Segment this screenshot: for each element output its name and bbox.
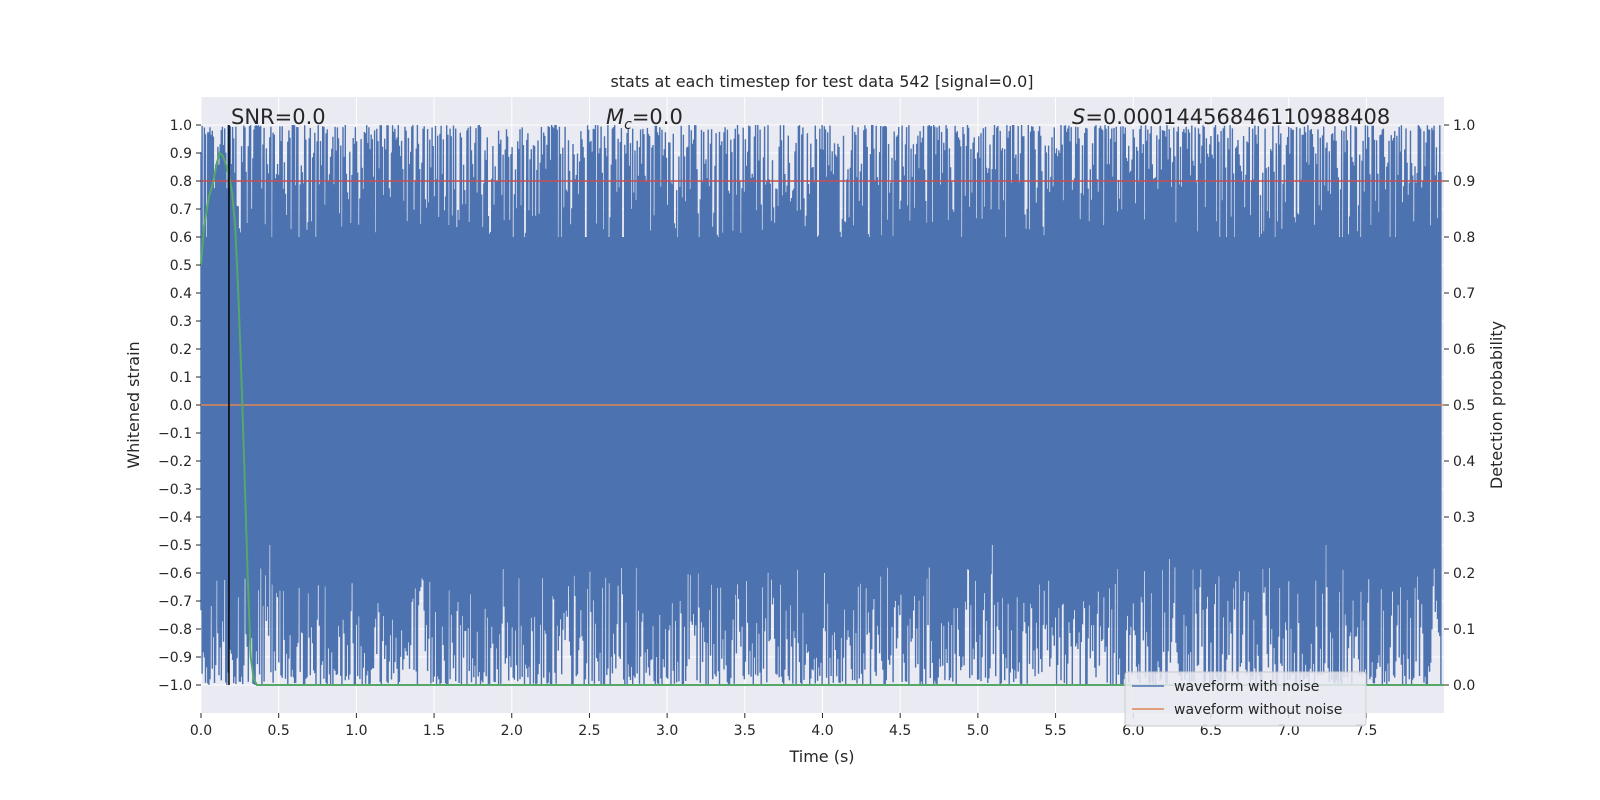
y-right-tick-label: 0.3 [1453, 510, 1475, 526]
data-layer [200, 124, 1444, 686]
y-tick-label: 1.0 [170, 118, 192, 134]
y-tick-label: 0.7 [170, 202, 192, 218]
y-tick-label: −1.0 [158, 678, 192, 694]
x-tick-label: 2.0 [501, 723, 523, 739]
y-tick-label: −0.5 [158, 538, 192, 554]
y-right-tick-label: 0.2 [1453, 566, 1475, 582]
x-tick-label: 1.5 [423, 723, 445, 739]
y-right-tick-labels: 1.0 0.9 0.8 0.7 0.6 0.5 0.4 0.3 0.2 0.1 0.0 [1444, 118, 1475, 694]
x-tick-label: 5.5 [1044, 723, 1066, 739]
y-tick-label: −0.8 [158, 622, 192, 638]
x-tick-label: 1.0 [345, 723, 367, 739]
x-tick-label: 7.5 [1355, 723, 1377, 739]
x-axis-label: Time (s) [788, 747, 854, 766]
legend-label-waveform-without-noise: waveform without noise [1174, 702, 1342, 718]
y-tick-labels: 1.0 0.9 0.8 0.7 0.6 0.5 0.4 0.3 0.2 0.1 0.0 −0.1 −0.… [158, 118, 201, 694]
x-tick-label: 0.5 [268, 723, 290, 739]
x-tick-labels: 0.0 0.5 1.0 1.5 2.0 2.5 3.0 3.5 4.0 4.5 5.0 5.5 6.0 6… [190, 713, 1377, 739]
y-tick-label: −0.7 [158, 594, 192, 610]
mc-annotation: Mc=0.0 [606, 105, 683, 133]
legend: waveform with noise waveform without noi… [1124, 671, 1367, 727]
s-annotation: S=0.00014456846110988408 [1072, 105, 1390, 129]
y-tick-label: −0.6 [158, 566, 192, 582]
y-tick-label: −0.4 [158, 510, 192, 526]
y-right-tick-label: 0.9 [1453, 174, 1475, 190]
y-tick-label: −0.9 [158, 650, 192, 666]
x-tick-label: 0.0 [190, 723, 212, 739]
y-tick-label: 0.4 [170, 286, 192, 302]
y-tick-label: 0.6 [170, 230, 192, 246]
mc-subscript: c [624, 117, 632, 133]
y-tick-label: 0.3 [170, 314, 192, 330]
x-tick-label: 6.5 [1200, 723, 1222, 739]
y-tick-label: −0.1 [158, 426, 192, 442]
y-right-tick-label: 0.1 [1453, 622, 1475, 638]
y-right-tick-label: 0.8 [1453, 230, 1475, 246]
snr-annotation: SNR=0.0 [231, 105, 326, 129]
y-tick-label: 0.0 [170, 398, 192, 414]
x-tick-label: 3.5 [734, 723, 756, 739]
mc-symbol: M [606, 105, 624, 129]
y-tick-label: 0.9 [170, 146, 192, 162]
x-tick-label: 2.5 [578, 723, 600, 739]
y-tick-label: −0.2 [158, 454, 192, 470]
x-tick-label: 6.0 [1122, 723, 1144, 739]
y-right-tick-label: 0.4 [1453, 454, 1475, 470]
chart-title: stats at each timestep for test data 542… [610, 72, 1033, 91]
y-right-axis-label: Detection probability [1487, 321, 1506, 489]
y-tick-label: 0.1 [170, 370, 192, 386]
legend-label-waveform-with-noise: waveform with noise [1174, 679, 1319, 695]
series-waveform-with-noise-body [201, 237, 1441, 545]
y-tick-label: 0.2 [170, 342, 192, 358]
x-tick-label: 5.0 [967, 723, 989, 739]
y-tick-label: 0.5 [170, 258, 192, 274]
y-tick-label: 0.8 [170, 174, 192, 190]
y-right-tick-label: 1.0 [1453, 118, 1475, 134]
x-tick-label: 4.5 [889, 723, 911, 739]
y-right-tick-label: 0.0 [1453, 678, 1475, 694]
y-tick-label: −0.3 [158, 482, 192, 498]
y-right-tick-label: 0.7 [1453, 286, 1475, 302]
y-right-tick-label: 0.6 [1453, 342, 1475, 358]
detection-probability-curve [200, 151, 1444, 686]
s-value: =0.00014456846110988408 [1085, 105, 1390, 129]
y-axis-label: Whitened strain [124, 341, 143, 468]
mc-value: =0.0 [632, 105, 683, 129]
x-tick-label: 7.0 [1277, 723, 1299, 739]
x-tick-label: 3.0 [656, 723, 678, 739]
x-tick-label: 4.0 [811, 723, 833, 739]
s-symbol: S [1072, 105, 1085, 129]
legend-box [1124, 671, 1367, 727]
y-right-tick-label: 0.5 [1453, 398, 1475, 414]
